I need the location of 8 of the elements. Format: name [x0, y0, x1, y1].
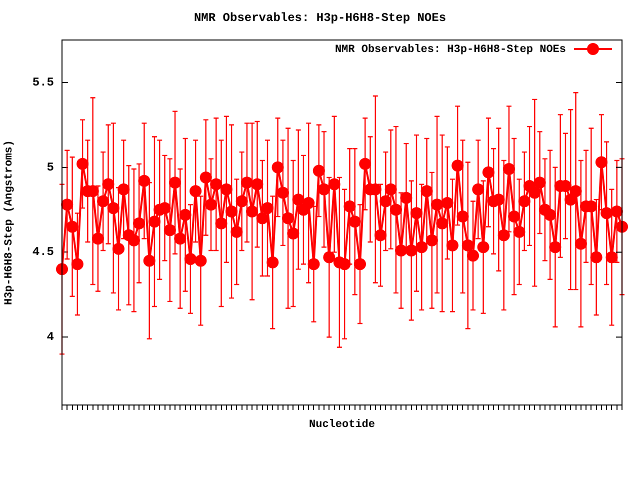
y-tick-label: 5 [46, 160, 54, 174]
legend-label: NMR Observables: H3p-H6H8-Step NOEs [334, 44, 566, 56]
x-axis-title: Nucleotide [308, 419, 376, 432]
y-tick-label: 4.5 [32, 245, 54, 260]
y-tick-label: 4 [46, 330, 54, 344]
chart-title: NMR Observables: H3p-H6H8-Step NOEs [194, 11, 446, 26]
y-axis-title: H3p-H6H8-Step (Angstroms) [3, 140, 16, 306]
y-tick-label: 5.5 [32, 75, 54, 90]
